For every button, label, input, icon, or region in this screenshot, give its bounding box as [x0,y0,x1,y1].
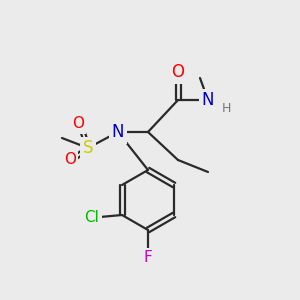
Text: H: H [221,101,231,115]
Text: N: N [202,91,214,109]
Text: O: O [172,63,184,81]
Text: Cl: Cl [85,209,100,224]
Text: F: F [144,250,152,266]
Text: N: N [112,123,124,141]
Text: O: O [72,116,84,131]
Text: S: S [83,139,93,157]
Text: O: O [64,152,76,167]
